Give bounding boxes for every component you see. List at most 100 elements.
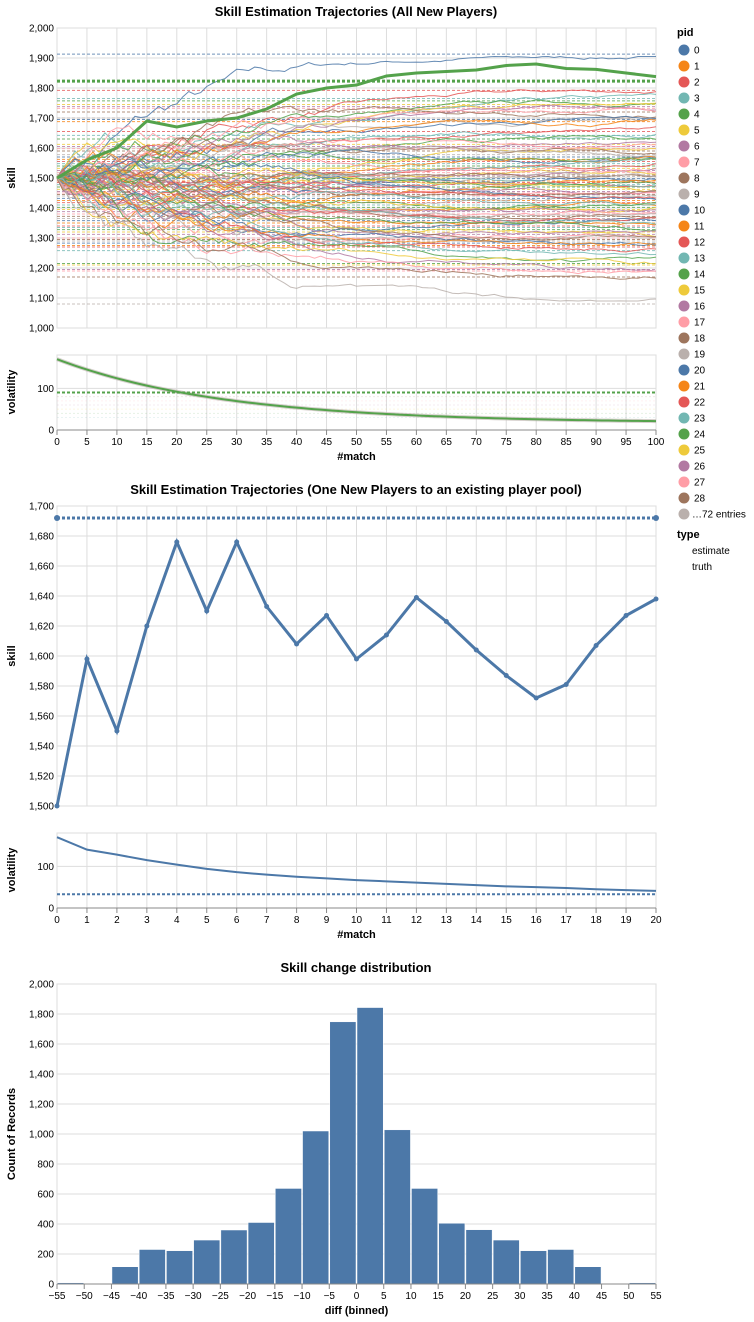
y-axis-title: skill bbox=[6, 167, 18, 188]
x-tick-label: 20 bbox=[460, 1291, 472, 1302]
x-tick-label: 25 bbox=[201, 437, 213, 448]
estimate-point bbox=[114, 728, 120, 734]
legend-label: 27 bbox=[694, 478, 706, 489]
estimate-line bbox=[56, 177, 657, 272]
y-tick-label: 100 bbox=[37, 862, 54, 873]
estimate-line bbox=[56, 149, 657, 197]
y-tick-label: 1,800 bbox=[29, 84, 54, 95]
x-tick-label: 100 bbox=[648, 437, 665, 448]
histogram-bar bbox=[111, 1266, 139, 1285]
legend-swatch bbox=[678, 348, 690, 360]
histogram-bar bbox=[520, 1250, 547, 1285]
y-tick-label: 800 bbox=[37, 1160, 54, 1171]
legend-label: 2 bbox=[694, 78, 700, 89]
y-tick-label: 1,300 bbox=[29, 234, 54, 245]
x-tick-label: 30 bbox=[514, 1291, 526, 1302]
legend-label: estimate bbox=[692, 546, 730, 557]
legend-swatch bbox=[678, 124, 690, 136]
estimate-point bbox=[473, 647, 479, 653]
y-tick-label: 200 bbox=[37, 1250, 54, 1261]
x-tick-label: −50 bbox=[76, 1291, 93, 1302]
estimate-line bbox=[56, 142, 657, 185]
histogram-bar bbox=[193, 1239, 221, 1285]
x-tick-label: 30 bbox=[231, 437, 243, 448]
legend-swatch bbox=[678, 428, 690, 440]
histogram-bar bbox=[275, 1188, 302, 1285]
estimate-line bbox=[56, 177, 657, 280]
estimate-point bbox=[503, 673, 509, 678]
legend-label: 7 bbox=[694, 158, 700, 169]
estimate-point bbox=[563, 682, 569, 687]
y-tick-label: 1,200 bbox=[29, 264, 54, 275]
legend-label: 14 bbox=[694, 270, 706, 281]
legend-label: 4 bbox=[694, 110, 700, 121]
estimate-point bbox=[324, 613, 330, 618]
x-tick-label: 16 bbox=[531, 915, 543, 926]
estimate-line bbox=[56, 107, 657, 179]
legend-swatch bbox=[678, 508, 690, 520]
x-tick-label: −55 bbox=[49, 1291, 66, 1302]
y-tick-label: 100 bbox=[37, 384, 54, 395]
x-tick-label: 9 bbox=[324, 915, 330, 926]
legend-label: 11 bbox=[694, 222, 705, 233]
y-tick-label: 0 bbox=[48, 1280, 54, 1291]
x-axis-title: diff (binned) bbox=[325, 1305, 389, 1317]
x-axis-title: #match bbox=[337, 929, 376, 941]
legend-label: 15 bbox=[694, 286, 706, 297]
legend-swatch bbox=[678, 236, 690, 248]
x-tick-label: 20 bbox=[650, 915, 662, 926]
estimate-point bbox=[204, 608, 210, 614]
legend-label: 21 bbox=[694, 382, 706, 393]
x-tick-label: 65 bbox=[441, 437, 453, 448]
x-tick-label: −20 bbox=[239, 1291, 256, 1302]
estimate-line bbox=[56, 177, 657, 211]
x-tick-label: 10 bbox=[111, 437, 123, 448]
legend-swatch bbox=[678, 188, 690, 200]
estimate-line bbox=[56, 177, 657, 302]
x-tick-label: 55 bbox=[381, 437, 393, 448]
estimate-point bbox=[653, 596, 659, 602]
estimate-line bbox=[56, 163, 657, 193]
legend-label: 25 bbox=[694, 446, 706, 457]
estimate-line bbox=[56, 168, 657, 205]
legend-label: 20 bbox=[694, 366, 706, 377]
x-tick-label: 13 bbox=[441, 915, 453, 926]
legend-label: 23 bbox=[694, 414, 706, 425]
x-tick-label: 15 bbox=[501, 915, 513, 926]
estimate-line bbox=[56, 165, 657, 207]
estimate-line bbox=[56, 150, 657, 197]
estimate-line bbox=[56, 126, 657, 184]
x-tick-label: 75 bbox=[501, 437, 513, 448]
x-tick-label: 10 bbox=[351, 915, 363, 926]
histogram-bar bbox=[383, 1129, 411, 1285]
x-tick-label: −5 bbox=[324, 1291, 336, 1302]
y-tick-label: 1,200 bbox=[29, 1100, 54, 1111]
legend-label: 26 bbox=[694, 462, 706, 473]
x-tick-label: 5 bbox=[204, 915, 210, 926]
y-tick-label: 1,900 bbox=[29, 54, 54, 65]
histogram-bar bbox=[465, 1229, 493, 1285]
chart-title: Skill Estimation Trajectories (All New P… bbox=[215, 4, 498, 19]
estimate-point bbox=[174, 539, 180, 545]
legend-swatch bbox=[678, 44, 690, 56]
y-tick-label: 0 bbox=[48, 904, 54, 915]
legend-label: 10 bbox=[694, 206, 706, 217]
legend-swatch bbox=[678, 60, 690, 72]
legend-title-type: type bbox=[677, 529, 700, 541]
x-tick-label: 7 bbox=[264, 915, 270, 926]
estimate-line bbox=[56, 104, 657, 188]
legend-swatch bbox=[678, 108, 690, 120]
histogram-bar bbox=[138, 1249, 166, 1285]
legend-label: 19 bbox=[694, 350, 706, 361]
estimate-point bbox=[413, 595, 419, 600]
x-tick-label: 50 bbox=[351, 437, 363, 448]
estimate-point bbox=[533, 695, 539, 701]
x-tick-label: −15 bbox=[266, 1291, 283, 1302]
legend-swatch bbox=[678, 140, 690, 152]
legend-swatch bbox=[678, 332, 690, 344]
legend-label: 24 bbox=[694, 430, 706, 441]
x-tick-label: 85 bbox=[561, 437, 573, 448]
legend-more-label: …72 entries bbox=[692, 510, 746, 521]
y-axis-title: volatility bbox=[6, 847, 18, 893]
